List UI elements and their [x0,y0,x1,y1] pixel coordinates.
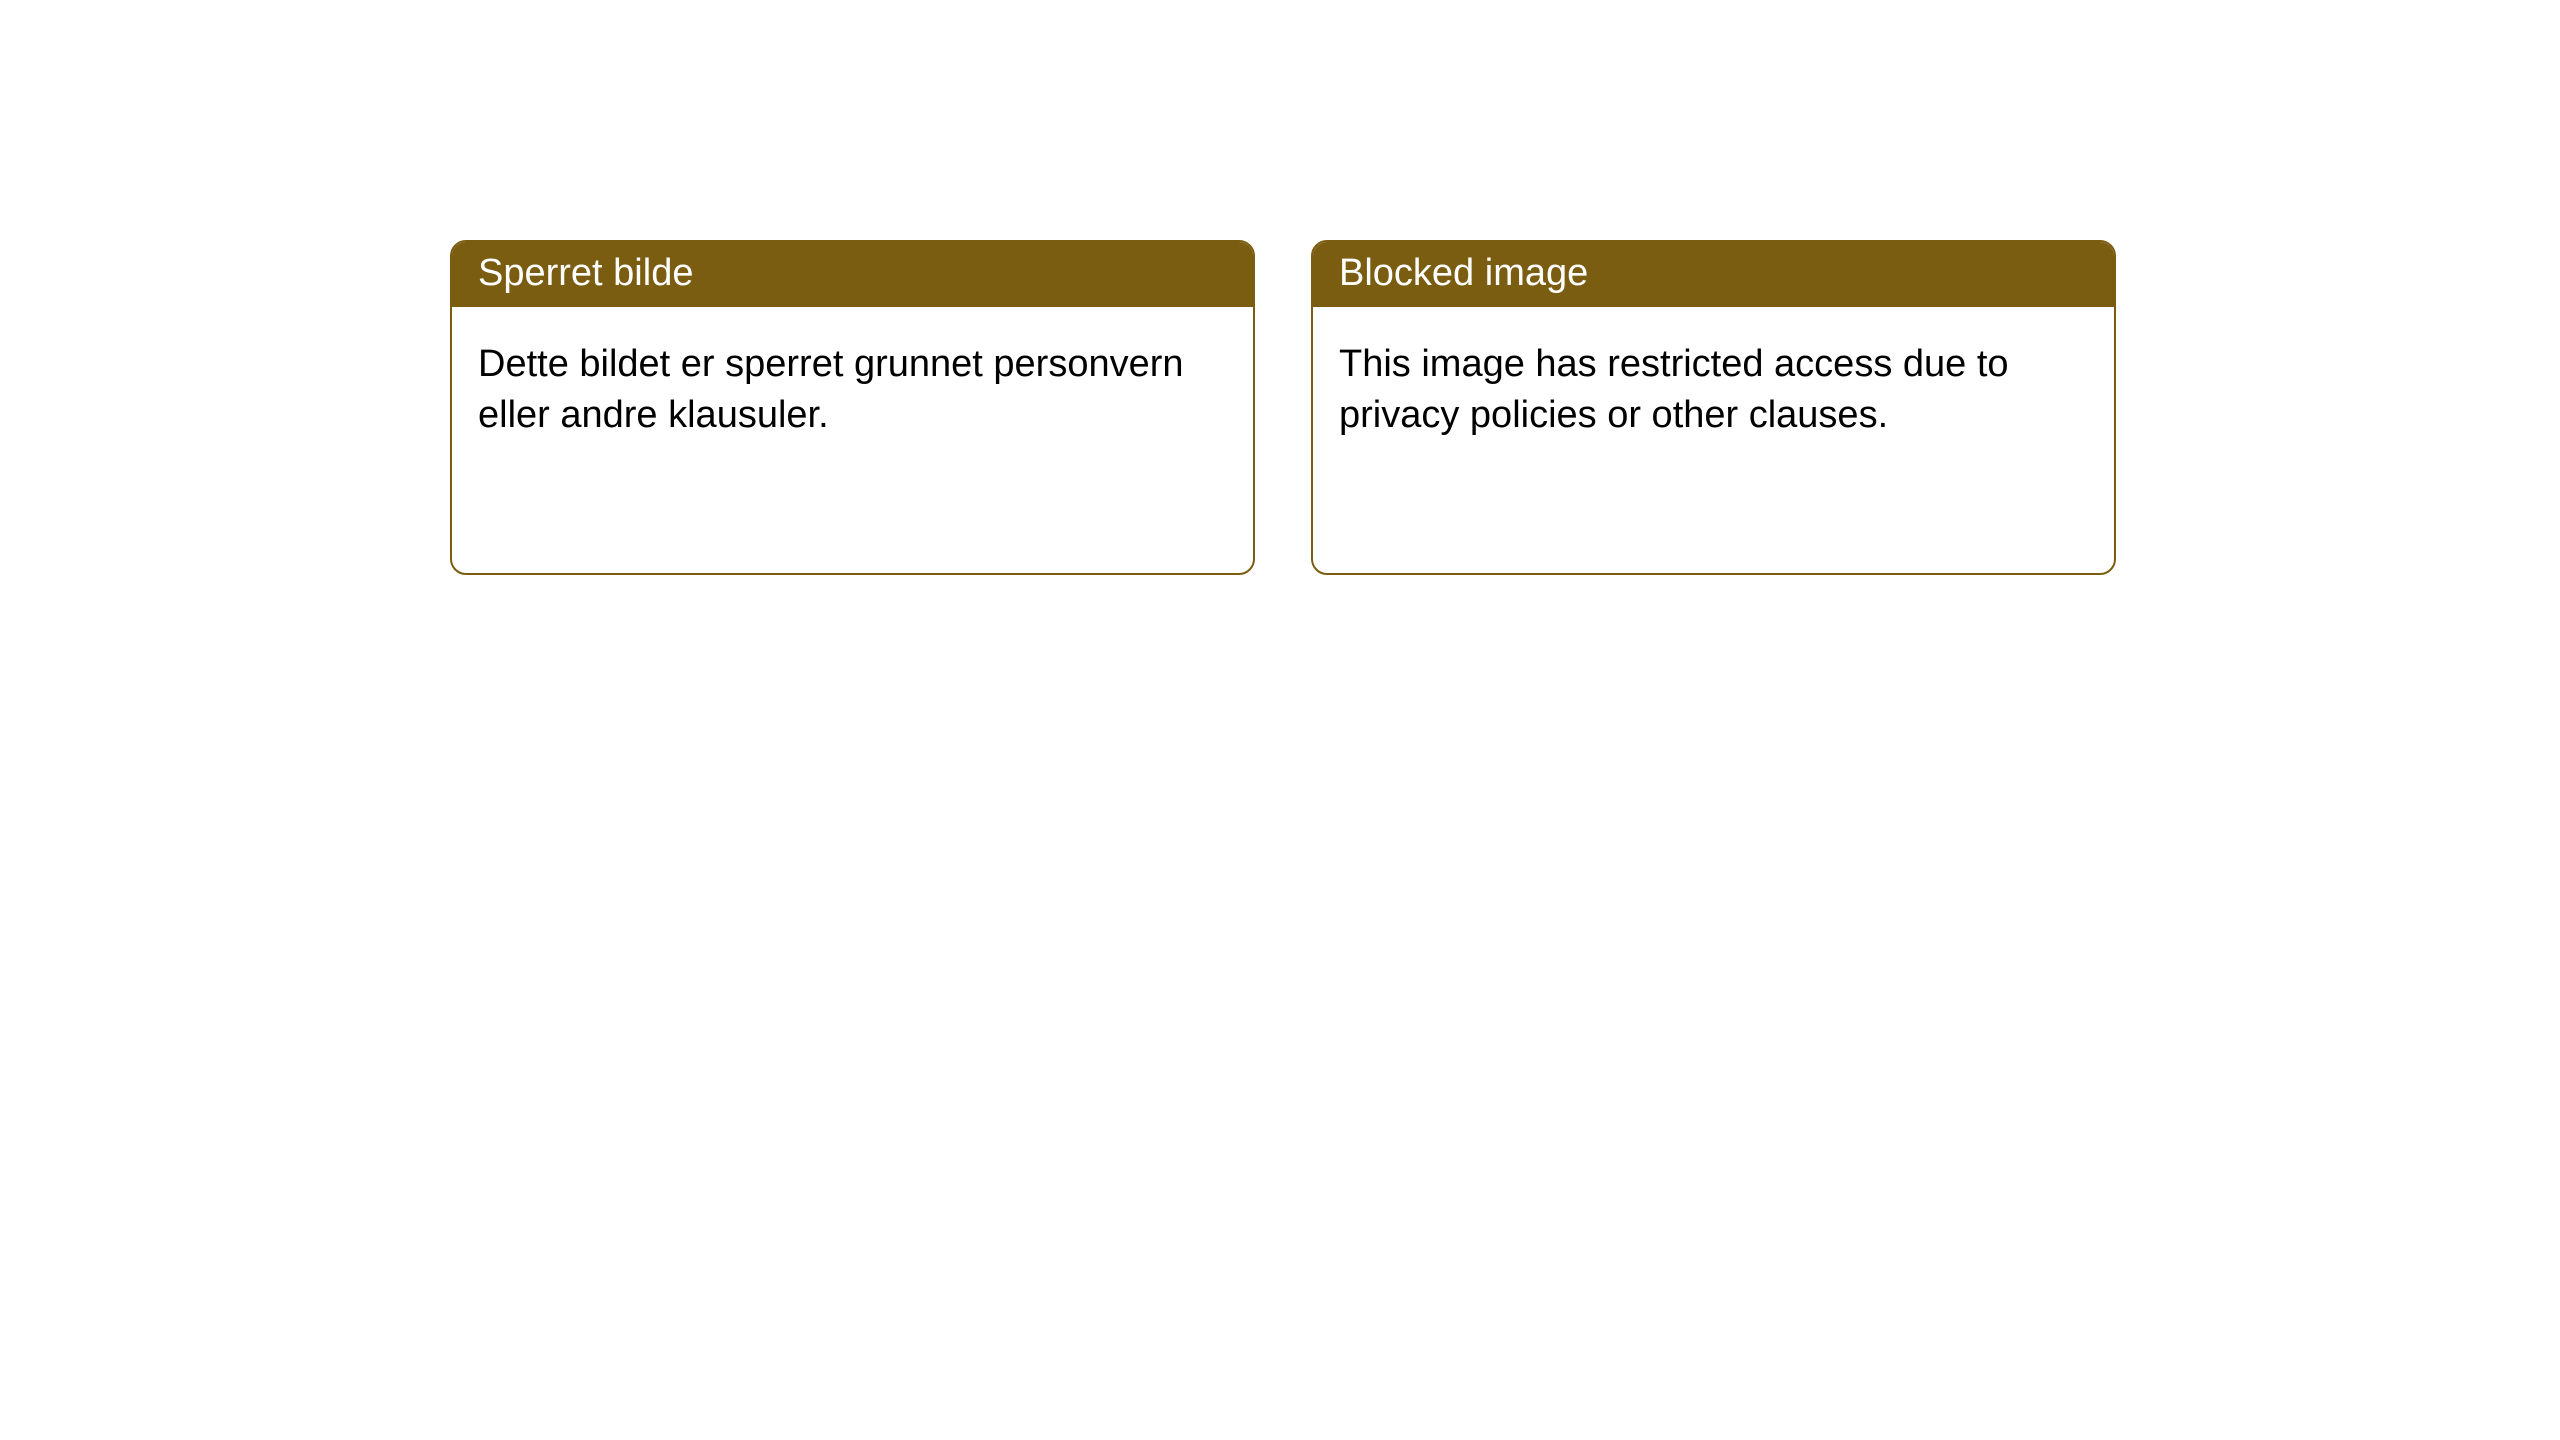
card-body: Dette bildet er sperret grunnet personve… [452,307,1253,474]
blocked-card-english: Blocked image This image has restricted … [1311,240,2116,575]
card-body: This image has restricted access due to … [1313,307,2114,474]
card-header: Sperret bilde [452,242,1253,307]
blocked-card-norwegian: Sperret bilde Dette bildet er sperret gr… [450,240,1255,575]
card-header: Blocked image [1313,242,2114,307]
card-body-text: This image has restricted access due to … [1339,343,2009,436]
card-title: Blocked image [1339,252,1588,294]
card-body-text: Dette bildet er sperret grunnet personve… [478,343,1184,436]
blocked-image-cards: Sperret bilde Dette bildet er sperret gr… [450,240,2560,575]
card-title: Sperret bilde [478,252,693,294]
